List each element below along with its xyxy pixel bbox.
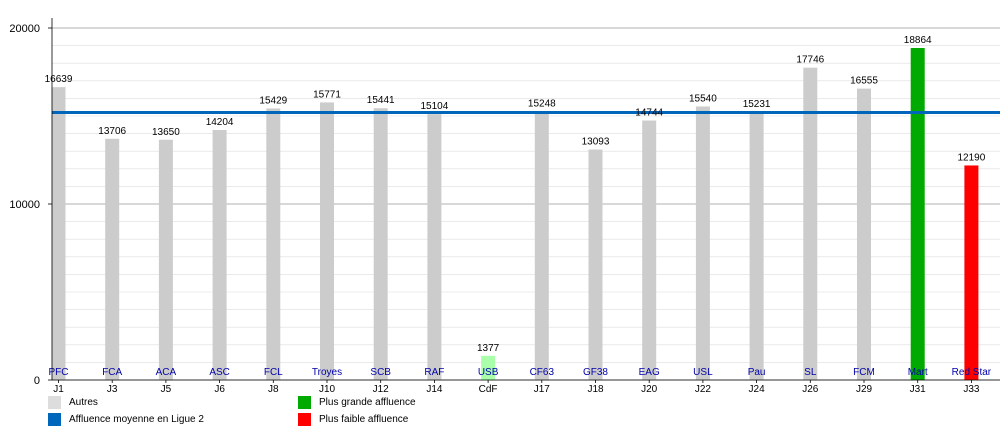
round-label-J24: J24 <box>749 384 766 395</box>
team-label-J5: ACA <box>156 367 177 378</box>
bar-J20 <box>642 120 657 380</box>
legend-label-average: Affluence moyenne en Ligue 2 <box>69 414 204 425</box>
value-label-J29: 16555 <box>850 76 878 87</box>
value-label-J17: 15248 <box>528 99 556 110</box>
bar-J8 <box>266 108 281 381</box>
team-label-J26: SL <box>804 367 817 378</box>
legend: Autres Affluence moyenne en Ligue 2 Plus… <box>48 396 568 430</box>
round-label-CdF: CdF <box>479 384 498 395</box>
round-label-J12: J12 <box>373 384 390 395</box>
value-label-J22: 15540 <box>689 93 717 104</box>
value-label-J20: 14744 <box>635 108 663 119</box>
value-label-J24: 15231 <box>743 99 771 110</box>
team-label-J18: GF38 <box>583 367 608 378</box>
round-label-J22: J22 <box>695 384 712 395</box>
round-label-J6: J6 <box>214 384 225 395</box>
legend-item-other: Autres <box>48 396 98 409</box>
grid-lines <box>52 27 1000 381</box>
value-label-J26: 17746 <box>796 55 824 66</box>
bar-J26 <box>803 67 818 380</box>
value-label-J5: 13650 <box>152 127 180 138</box>
round-label-J8: J8 <box>268 384 279 395</box>
round-label-J31: J31 <box>910 384 927 395</box>
round-label-J26: J26 <box>802 384 819 395</box>
round-label-J5: J5 <box>161 384 172 395</box>
team-label-J14: RAF <box>424 367 444 378</box>
value-label-J14: 15104 <box>420 101 448 112</box>
round-label-J33: J33 <box>963 384 980 395</box>
team-label-J1: PFC <box>49 367 69 378</box>
legend-swatch-other <box>48 396 61 409</box>
bar-J18 <box>588 149 603 380</box>
bar-J31 <box>910 47 925 381</box>
round-label-J20: J20 <box>641 384 658 395</box>
bar-J14 <box>427 114 442 380</box>
axes: 0 10000 20000 <box>9 18 1000 387</box>
legend-label-max: Plus grande affluence <box>319 397 416 408</box>
bar-J24 <box>749 111 764 381</box>
value-label-J33: 12190 <box>957 152 985 163</box>
legend-label-min: Plus faible affluence <box>319 414 409 425</box>
round-label-J1: J1 <box>53 384 64 395</box>
team-label-J24: Pau <box>748 367 766 378</box>
bar-J12 <box>373 108 388 380</box>
bars <box>51 47 979 381</box>
value-label-J6: 14204 <box>206 117 234 128</box>
team-label-J29: FCM <box>853 367 875 378</box>
round-label-J14: J14 <box>426 384 443 395</box>
value-label-J1: 16639 <box>45 74 73 85</box>
round-label-J17: J17 <box>534 384 551 395</box>
value-label-J18: 13093 <box>582 137 610 148</box>
legend-item-average: Affluence moyenne en Ligue 2 <box>48 413 204 426</box>
value-label-J31: 18864 <box>904 35 932 46</box>
value-label-J12: 15441 <box>367 95 395 106</box>
team-label-CdF: USB <box>478 367 499 378</box>
team-label-J10: Troyes <box>312 367 342 378</box>
team-label-J20: EAG <box>639 367 660 378</box>
y-tick-label: 0 <box>34 375 40 387</box>
bar-J17 <box>534 111 549 381</box>
team-label-J33: Red Star <box>952 367 992 378</box>
value-label-J10: 15771 <box>313 89 341 100</box>
bar-J3 <box>105 138 120 380</box>
bar-J22 <box>695 106 710 380</box>
legend-label-other: Autres <box>69 397 98 408</box>
round-label-J3: J3 <box>107 384 118 395</box>
bar-J5 <box>158 139 173 380</box>
bar-J29 <box>857 88 871 380</box>
y-tick-label: 20000 <box>9 23 40 35</box>
value-label-J8: 15429 <box>259 95 287 106</box>
bar-J6 <box>212 130 227 380</box>
team-label-J8: FCL <box>264 367 283 378</box>
legend-swatch-min <box>298 413 311 426</box>
round-label-J18: J18 <box>587 384 604 395</box>
labels: 16639 PFC J1 13706 FCA J3 13650 ACA J5 14204 ASC J6… <box>45 35 992 395</box>
legend-item-min: Plus faible affluence <box>298 413 408 426</box>
y-tick-label: 10000 <box>9 199 40 211</box>
team-label-J12: SCB <box>370 367 391 378</box>
legend-item-max: Plus grande affluence <box>298 396 416 409</box>
team-label-J3: FCA <box>102 367 122 378</box>
bar-CdF <box>481 355 496 380</box>
team-label-J17: CF63 <box>530 367 555 378</box>
bar-J1 <box>51 87 66 381</box>
team-label-J6: ASC <box>209 367 230 378</box>
value-label-J3: 13706 <box>98 126 126 137</box>
team-label-J22: USL <box>693 367 713 378</box>
team-label-J31: Mart <box>908 367 928 378</box>
attendance-bar-chart: 16639 PFC J1 13706 FCA J3 13650 ACA J5 14204 ASC J6… <box>9 18 1000 395</box>
round-label-J29: J29 <box>856 384 873 395</box>
legend-swatch-max <box>298 396 311 409</box>
legend-swatch-average <box>48 413 61 426</box>
round-label-J10: J10 <box>319 384 336 395</box>
bar-J10 <box>320 102 334 381</box>
value-label-CdF: 1377 <box>477 343 500 354</box>
bar-J33 <box>964 165 979 380</box>
